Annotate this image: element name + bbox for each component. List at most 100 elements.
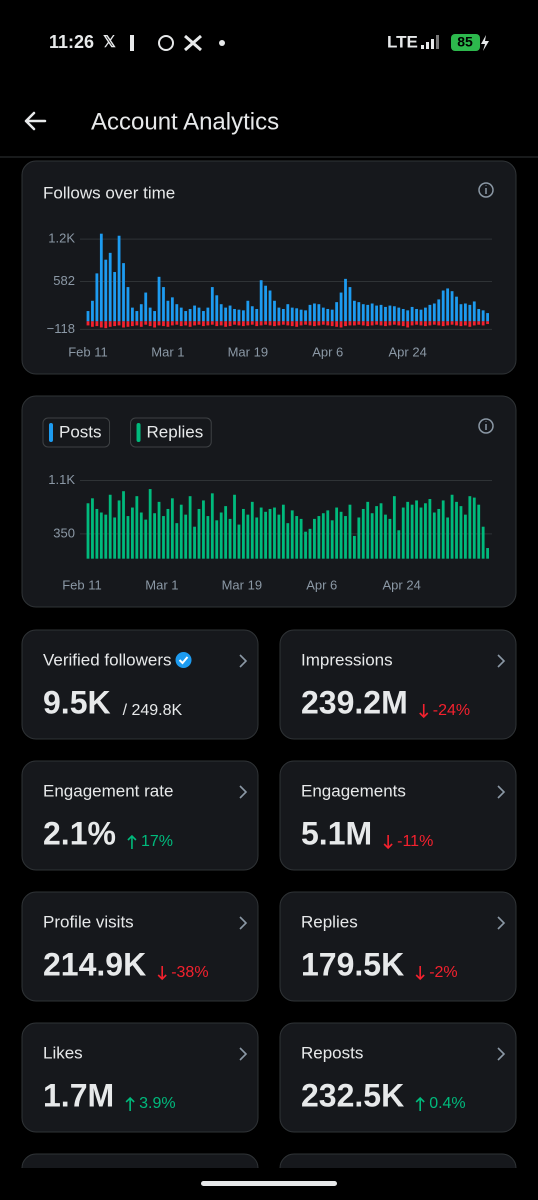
bar xyxy=(246,321,250,326)
bar xyxy=(202,500,205,559)
home-indicator[interactable] xyxy=(201,1181,337,1186)
bar xyxy=(304,310,307,322)
bar xyxy=(366,304,370,322)
bar xyxy=(91,321,94,327)
bar xyxy=(122,321,125,328)
metric-card[interactable] xyxy=(21,629,259,740)
change-arrow xyxy=(127,834,137,849)
bar xyxy=(148,489,152,559)
bar xyxy=(437,508,441,559)
bar xyxy=(401,507,405,559)
y-tick-label: 1.2K xyxy=(48,231,75,246)
info-icon[interactable] xyxy=(478,418,494,434)
metric-change: -24% xyxy=(433,702,470,719)
metric-card[interactable] xyxy=(21,1022,259,1133)
bar xyxy=(308,528,312,559)
bar xyxy=(250,306,254,322)
bar xyxy=(481,310,485,322)
bar xyxy=(357,302,361,322)
legend-item[interactable] xyxy=(42,417,111,448)
chevron xyxy=(239,916,248,930)
bar xyxy=(206,321,210,326)
bar xyxy=(228,305,232,322)
bar xyxy=(259,280,263,322)
metric-value: 5.1M xyxy=(301,815,372,851)
bar xyxy=(348,287,352,322)
bar xyxy=(197,508,201,559)
bar xyxy=(113,321,117,327)
metric-card[interactable] xyxy=(21,760,259,871)
bar xyxy=(242,321,245,327)
battery-level: 85 xyxy=(457,34,473,50)
bar xyxy=(353,321,356,326)
legend-label: Replies xyxy=(147,422,204,441)
metric-card[interactable] xyxy=(279,760,517,871)
bar xyxy=(424,503,427,559)
bar xyxy=(406,310,410,322)
metric-value: 2.1% xyxy=(43,815,116,851)
metric-label: Impressions xyxy=(301,650,393,669)
info-icon[interactable] xyxy=(478,182,494,198)
bar xyxy=(348,321,352,326)
bar xyxy=(228,321,232,327)
metric-card[interactable] xyxy=(279,891,517,1002)
x-tick-label: Mar 19 xyxy=(228,344,268,359)
bar xyxy=(410,306,414,322)
bar xyxy=(472,321,476,326)
metric-value: 232.5K xyxy=(301,1077,404,1113)
chevron xyxy=(239,785,248,799)
bar xyxy=(468,496,472,559)
bar xyxy=(450,494,454,559)
bar xyxy=(139,512,143,559)
bar xyxy=(295,308,299,322)
bar xyxy=(153,321,156,328)
bar xyxy=(313,518,316,559)
bar xyxy=(259,507,263,559)
change-arrow xyxy=(383,835,393,850)
bar xyxy=(86,503,90,559)
bar xyxy=(170,297,174,322)
bar xyxy=(166,508,170,559)
bar xyxy=(450,321,454,325)
bar xyxy=(175,523,179,559)
bar xyxy=(175,321,179,325)
bar xyxy=(126,516,130,559)
bar xyxy=(326,308,330,322)
bar xyxy=(388,305,392,322)
bar xyxy=(415,308,418,322)
bar xyxy=(375,321,378,325)
bar xyxy=(122,491,125,559)
bar xyxy=(91,300,94,322)
metric-card[interactable] xyxy=(21,891,259,1002)
bar xyxy=(179,321,183,327)
bar xyxy=(246,300,250,322)
bar xyxy=(424,307,427,322)
x-tick-label: Feb 11 xyxy=(68,344,108,359)
bar xyxy=(215,321,219,327)
bar xyxy=(464,321,467,326)
bar xyxy=(308,321,312,326)
bar xyxy=(135,496,139,559)
bar xyxy=(215,520,219,559)
bar xyxy=(335,321,339,327)
bar xyxy=(108,252,112,322)
bar xyxy=(139,321,143,327)
bar xyxy=(113,272,117,322)
bar xyxy=(255,517,259,559)
bar xyxy=(99,233,103,322)
bar xyxy=(370,513,374,559)
bar xyxy=(228,518,232,559)
bar xyxy=(339,511,343,559)
bar xyxy=(104,321,108,329)
metric-card[interactable] xyxy=(279,1022,517,1133)
bar xyxy=(104,259,108,322)
bar xyxy=(419,321,423,326)
bar xyxy=(108,494,112,559)
change-arrow xyxy=(415,966,425,981)
metric-card[interactable] xyxy=(279,629,517,740)
back-button[interactable] xyxy=(24,111,47,131)
legend-item[interactable] xyxy=(130,417,212,448)
y-tick-label: 1.1K xyxy=(48,472,75,487)
bar xyxy=(397,321,401,326)
bar xyxy=(472,301,476,322)
